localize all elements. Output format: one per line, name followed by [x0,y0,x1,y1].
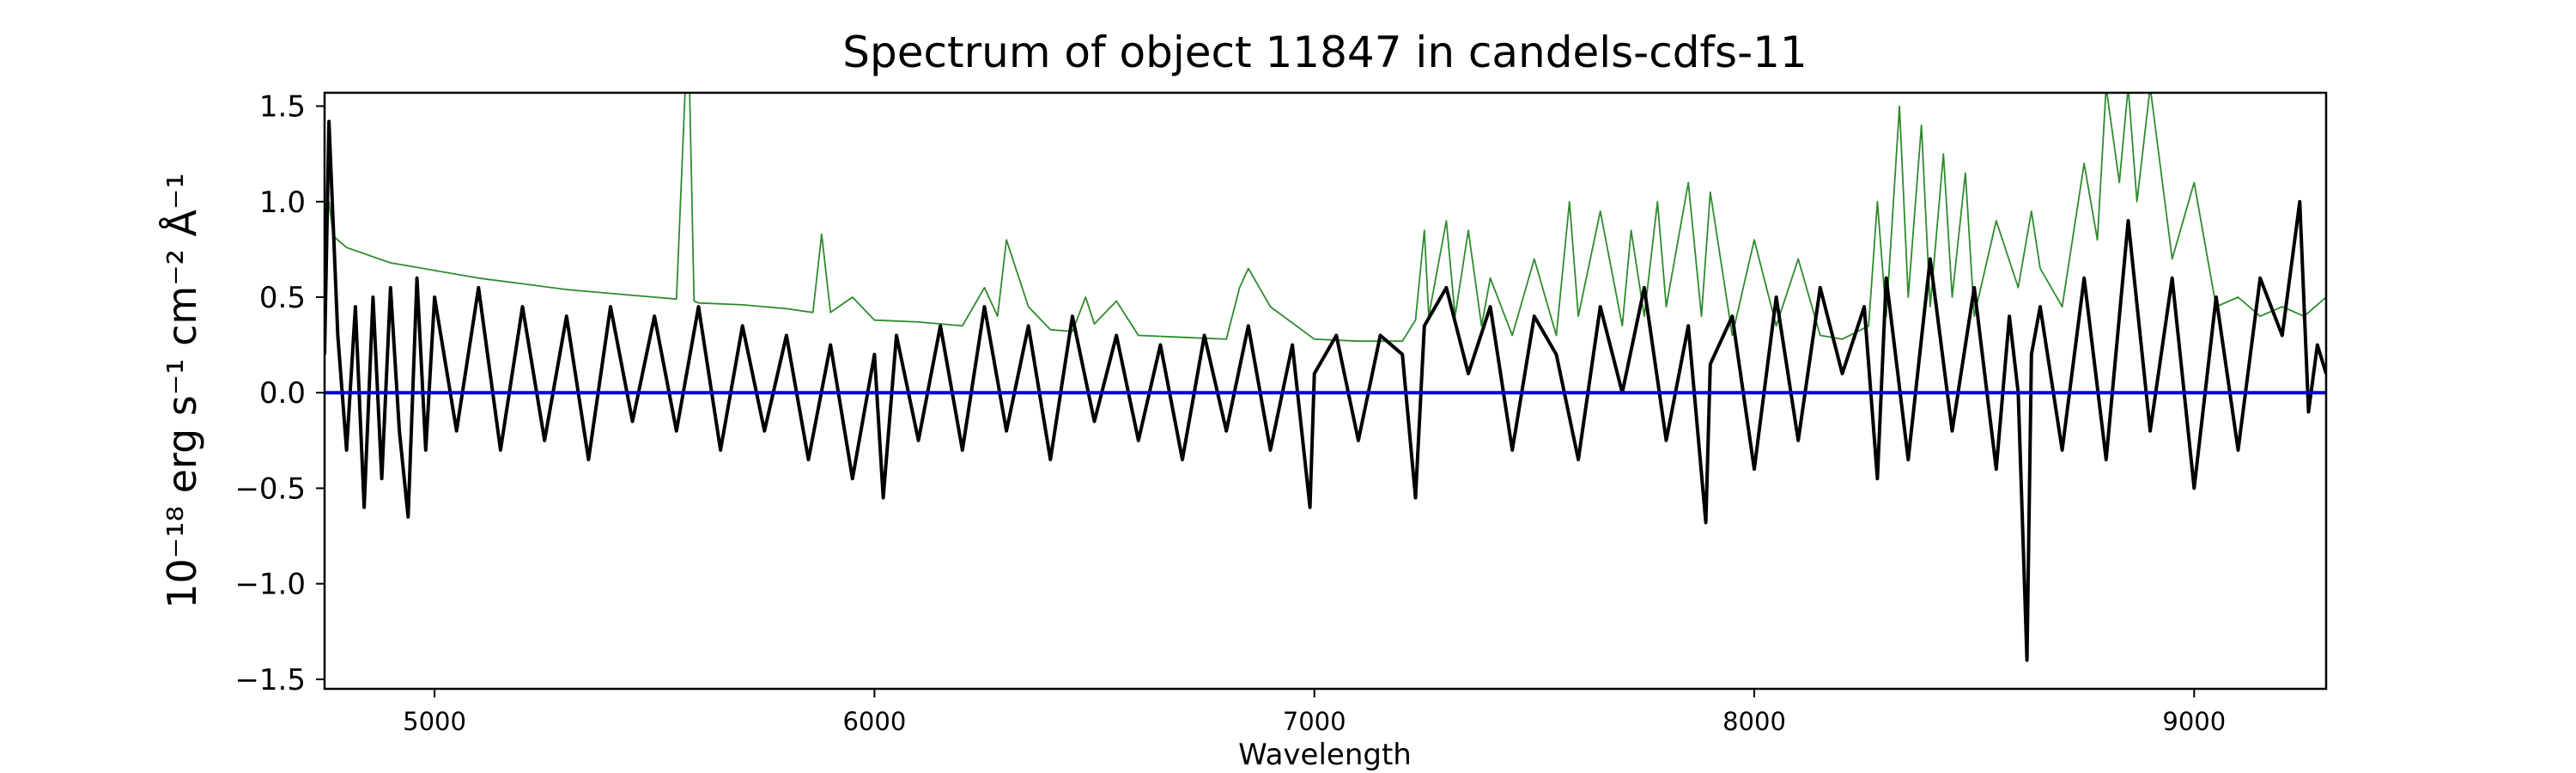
x-tick-label: 8000 [1722,707,1786,736]
x-tick-label: 7000 [1283,707,1346,736]
y-tick-label: 1.5 [259,90,306,125]
x-tick-label: 5000 [403,707,466,736]
x-tick-label: 9000 [2162,707,2226,736]
y-tick-label: 0.5 [259,281,306,315]
y-tick-label: −1.5 [234,663,306,697]
series-layer [325,93,2326,662]
y-tick-label: 1.0 [259,186,306,220]
plot-frame [323,91,2328,691]
y-axis-ticks: −1.5 −1.0 −0.5 0.0 0.5 1.0 1.5 [234,90,325,697]
plot-area [325,93,2326,662]
y-tick-label: 0.0 [259,376,306,411]
x-axis-label: Wavelength [1238,738,1412,772]
x-tick-label: 6000 [842,707,906,736]
y-tick-label: −0.5 [234,472,306,506]
series-line-error [325,93,2326,343]
y-axis-label: 10⁻¹⁸ erg s⁻¹ cm⁻² Å⁻¹ [159,173,205,608]
x-axis-ticks: 5000 6000 7000 8000 9000 [403,689,2226,736]
series-line-flux [325,119,2326,662]
y-tick-label: −1.0 [234,568,306,602]
chart-title: Spectrum of object 11847 in candels-cdfs… [842,27,1807,77]
